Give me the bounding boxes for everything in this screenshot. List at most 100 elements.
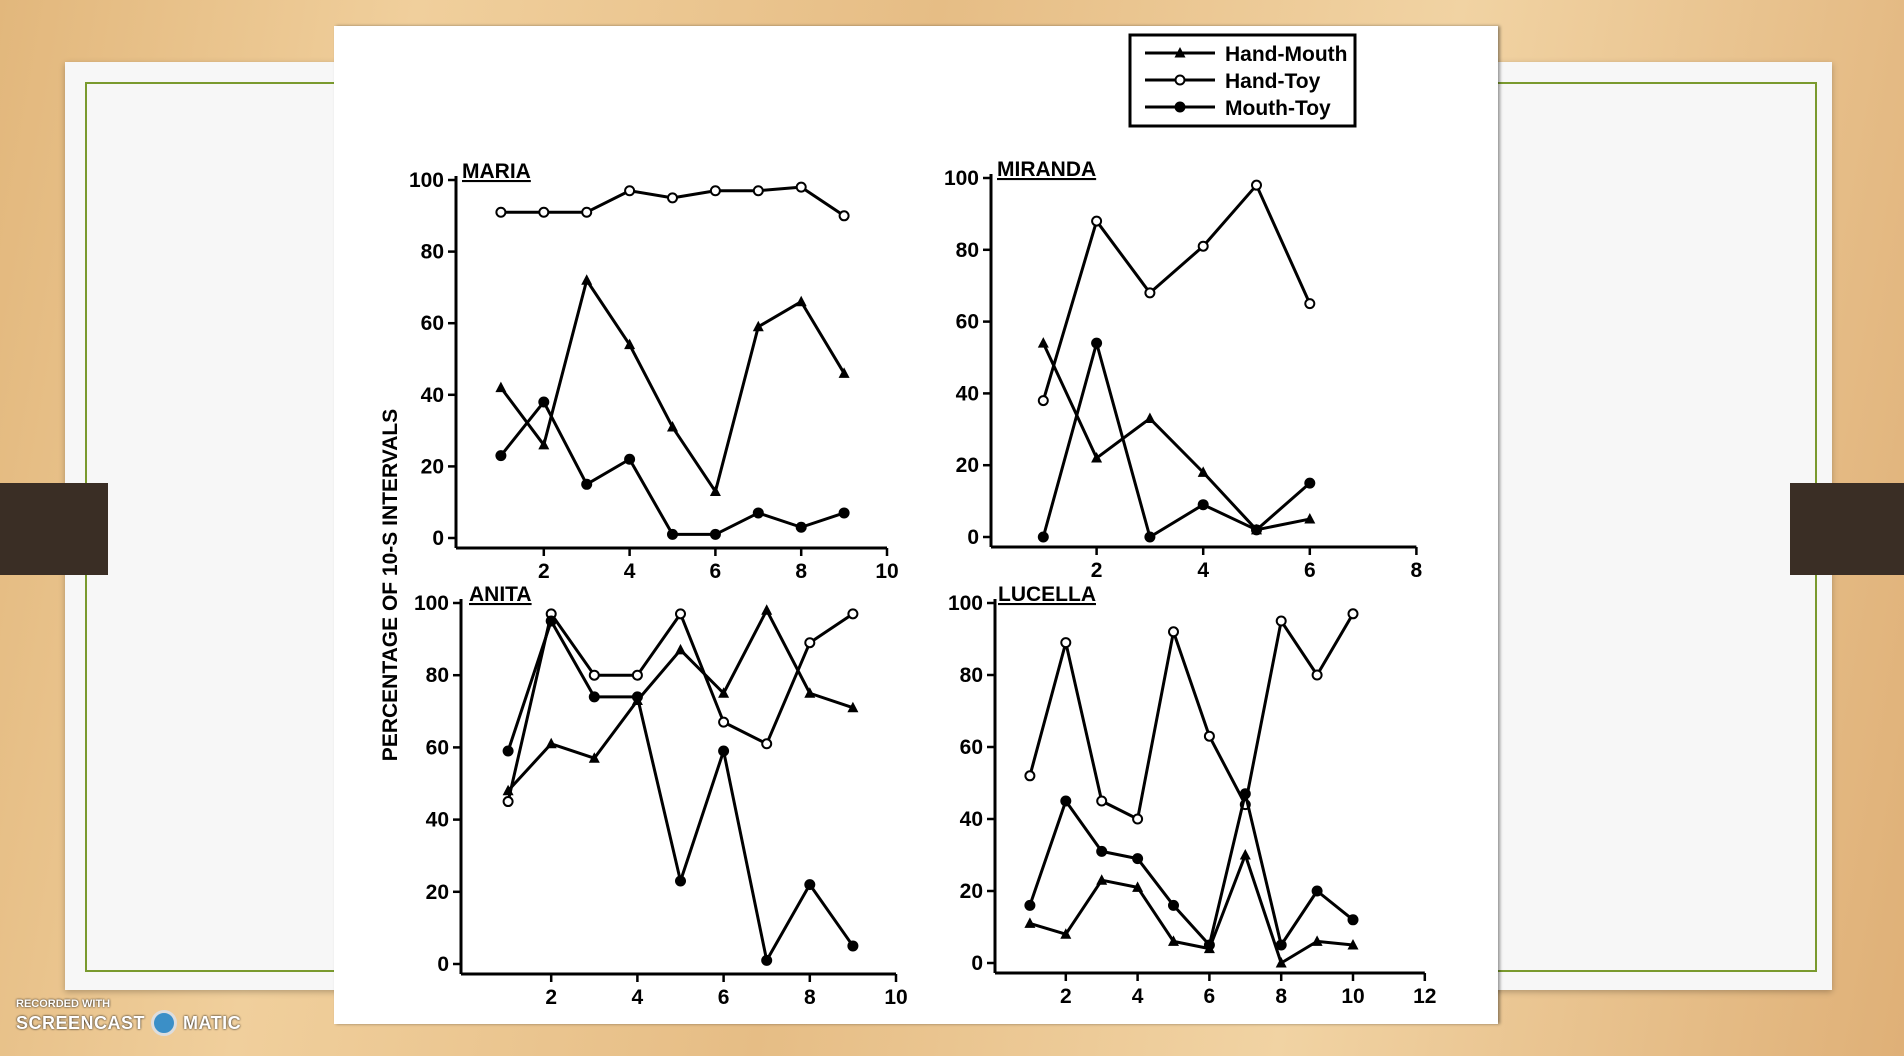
triangle-marker	[1144, 412, 1156, 424]
legend-entry-mouth-toy: Mouth-Toy	[1145, 97, 1331, 120]
y-tick-label: 80	[960, 664, 983, 687]
triangle-marker	[847, 701, 859, 713]
open-circle-marker	[838, 210, 850, 222]
series-hand-mouth	[495, 274, 850, 496]
open-circle-marker	[667, 192, 678, 204]
y-tick-label: 60	[426, 736, 449, 759]
filled-circle-marker	[624, 453, 636, 465]
open-circle-marker	[502, 796, 514, 808]
y-tick-label: 40	[956, 382, 979, 405]
y-tick-label: 40	[960, 808, 983, 831]
open-circle-marker	[1311, 669, 1323, 681]
open-circle-marker	[847, 608, 859, 620]
series-mouth-toy	[495, 396, 850, 540]
triangle-marker	[1132, 881, 1144, 892]
panel-title: MIRANDA	[997, 158, 1096, 181]
triangle-marker	[752, 320, 764, 332]
open-circle-marker	[624, 185, 636, 197]
series-mouth-toy	[1037, 337, 1316, 543]
series-hand-toy	[495, 181, 850, 222]
triangle-marker	[1239, 849, 1251, 860]
open-circle-marker	[1024, 770, 1036, 782]
y-tick-label: 40	[421, 384, 444, 407]
filled-circle-marker	[1091, 337, 1103, 349]
open-circle-marker	[631, 669, 643, 681]
filled-circle-marker	[1203, 939, 1215, 951]
y-tick-label: 20	[426, 881, 449, 904]
filled-circle-marker	[1174, 101, 1186, 113]
filled-circle-marker	[1096, 845, 1108, 857]
filled-circle-marker	[495, 450, 507, 462]
triangle-marker	[838, 367, 850, 378]
filled-circle-marker	[1024, 899, 1036, 911]
open-circle-marker	[1203, 730, 1215, 742]
y-tick-label: 40	[426, 809, 449, 832]
triangle-marker	[1311, 935, 1323, 946]
y-tick-label: 0	[967, 526, 979, 549]
panel-title: ANITA	[469, 583, 532, 606]
y-tick-label: 20	[956, 454, 979, 477]
x-tick-label: 8	[795, 560, 807, 583]
legend-box	[1128, 33, 1357, 128]
open-circle-marker	[795, 181, 807, 193]
series-mouth-toy	[502, 615, 859, 966]
filled-circle-marker	[588, 691, 600, 703]
left-tab-decoration	[0, 483, 108, 575]
filled-circle-marker	[838, 507, 850, 519]
x-tick-label: 4	[1197, 559, 1209, 582]
series-line	[1029, 853, 1354, 965]
legend-label: Mouth-Toy	[1225, 97, 1331, 120]
triangle-marker	[495, 381, 507, 393]
open-circle-marker	[1251, 179, 1262, 191]
triangle-marker	[709, 485, 721, 496]
filled-circle-marker	[1168, 899, 1179, 911]
filled-circle-marker	[631, 691, 643, 703]
y-tick-label: 80	[956, 239, 979, 262]
series-line	[506, 619, 855, 962]
x-tick-label: 2	[545, 986, 557, 1009]
open-circle-marker	[1060, 637, 1072, 649]
open-circle-marker	[804, 637, 816, 649]
triangle-marker	[718, 687, 730, 698]
triangle-marker	[545, 737, 557, 749]
y-tick-label: 60	[956, 311, 979, 334]
series-line	[499, 278, 846, 493]
open-circle-marker	[1275, 615, 1287, 627]
x-tick-label: 6	[1204, 985, 1216, 1008]
x-tick-label: 2	[538, 560, 550, 583]
open-circle-marker	[709, 185, 721, 197]
triangle-marker	[624, 338, 636, 350]
watermark-brand-left: SCREENCAST	[16, 1012, 146, 1033]
open-circle-marker	[718, 716, 730, 728]
y-tick-label: 0	[432, 527, 444, 550]
filled-circle-marker	[1304, 477, 1316, 489]
open-circle-marker	[752, 185, 764, 197]
open-circle-marker	[538, 206, 550, 218]
screencast-watermark: RECORDED WITH SCREENCAST MATIC	[16, 998, 241, 1036]
panel-miranda: 0 20 40 60 80 100 2 4 6 8 MIRANDA	[944, 158, 1423, 582]
figure-paper	[334, 26, 1498, 1024]
x-tick-label: 2	[1060, 985, 1072, 1008]
legend-entry-hand-toy: Hand-Toy	[1145, 70, 1321, 93]
legend-label: Hand-Toy	[1225, 70, 1321, 93]
series-line	[1028, 792, 1354, 947]
open-circle-marker	[761, 738, 773, 750]
series-hand-mouth	[502, 604, 859, 796]
series-line	[506, 612, 854, 802]
triangle-marker	[795, 295, 807, 307]
filled-circle-marker	[667, 528, 678, 540]
filled-circle-marker	[502, 745, 514, 757]
triangle-marker	[1037, 337, 1049, 348]
x-tick-label: 6	[718, 986, 730, 1009]
series-hand-toy	[1037, 179, 1316, 407]
triangle-marker	[761, 604, 773, 615]
y-tick-label: 100	[944, 167, 979, 190]
panel-anita: 0 20 40 60 80 100 2 4 6 8 10 ANITA	[414, 583, 908, 1009]
x-tick-label: 6	[710, 560, 722, 583]
open-circle-marker	[588, 669, 600, 681]
open-circle-marker	[1304, 298, 1316, 310]
filled-circle-marker	[1132, 853, 1144, 865]
filled-circle-marker	[1311, 885, 1323, 897]
y-tick-label: 80	[421, 241, 444, 264]
